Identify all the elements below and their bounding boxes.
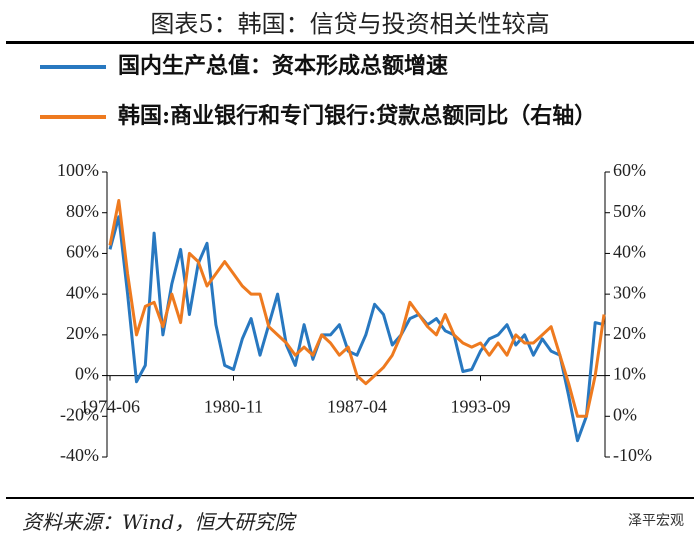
y-tick-label: 0% — [75, 364, 99, 384]
x-tick-label: 1987-04 — [327, 397, 387, 417]
legend-label: 韩国:商业银行和专门银行:贷款总额同比（右轴） — [118, 103, 597, 129]
y2-tick-label: 40% — [613, 242, 646, 262]
bottom-rule — [6, 497, 694, 499]
y-tick-label: -40% — [60, 445, 99, 465]
y-tick-label: 60% — [66, 242, 99, 262]
legend-label: 国内生产总值：资本形成总额增速 — [118, 53, 449, 79]
y2-tick-label: -10% — [613, 445, 652, 465]
y-tick-label: -20% — [60, 404, 99, 424]
top-rule — [6, 41, 694, 44]
y2-tick-label: 50% — [613, 201, 646, 221]
legend-item: 国内生产总值：资本形成总额增速 — [40, 48, 638, 84]
legend: 国内生产总值：资本形成总额增速韩国:商业银行和专门银行:贷款总额同比（右轴） — [40, 48, 638, 134]
title: 图表5：韩国：信贷与投资相关性较高 — [150, 10, 550, 38]
legend-item: 韩国:商业银行和专门银行:贷款总额同比（右轴） — [40, 98, 638, 134]
legend-swatch — [40, 65, 106, 69]
y-tick-label: 40% — [66, 282, 99, 302]
y2-tick-label: 30% — [613, 282, 646, 302]
x-tick-label: 1993-09 — [451, 397, 511, 417]
y2-tick-label: 60% — [613, 160, 646, 180]
x-tick-label: 1974-06 — [80, 397, 140, 417]
y-tick-label: 80% — [66, 201, 99, 221]
watermark: 泽平宏观 — [628, 513, 684, 529]
y2-tick-label: 0% — [613, 404, 637, 424]
y-tick-label: 20% — [66, 323, 99, 343]
y2-tick-label: 20% — [613, 323, 646, 343]
x-tick-label: 1980-11 — [204, 397, 263, 417]
y-tick-label: 100% — [57, 160, 99, 180]
series-line — [108, 199, 606, 418]
y2-tick-label: 10% — [613, 364, 646, 384]
legend-swatch — [40, 115, 106, 119]
source: 资料来源：Wind，恒大研究院 — [22, 510, 295, 534]
